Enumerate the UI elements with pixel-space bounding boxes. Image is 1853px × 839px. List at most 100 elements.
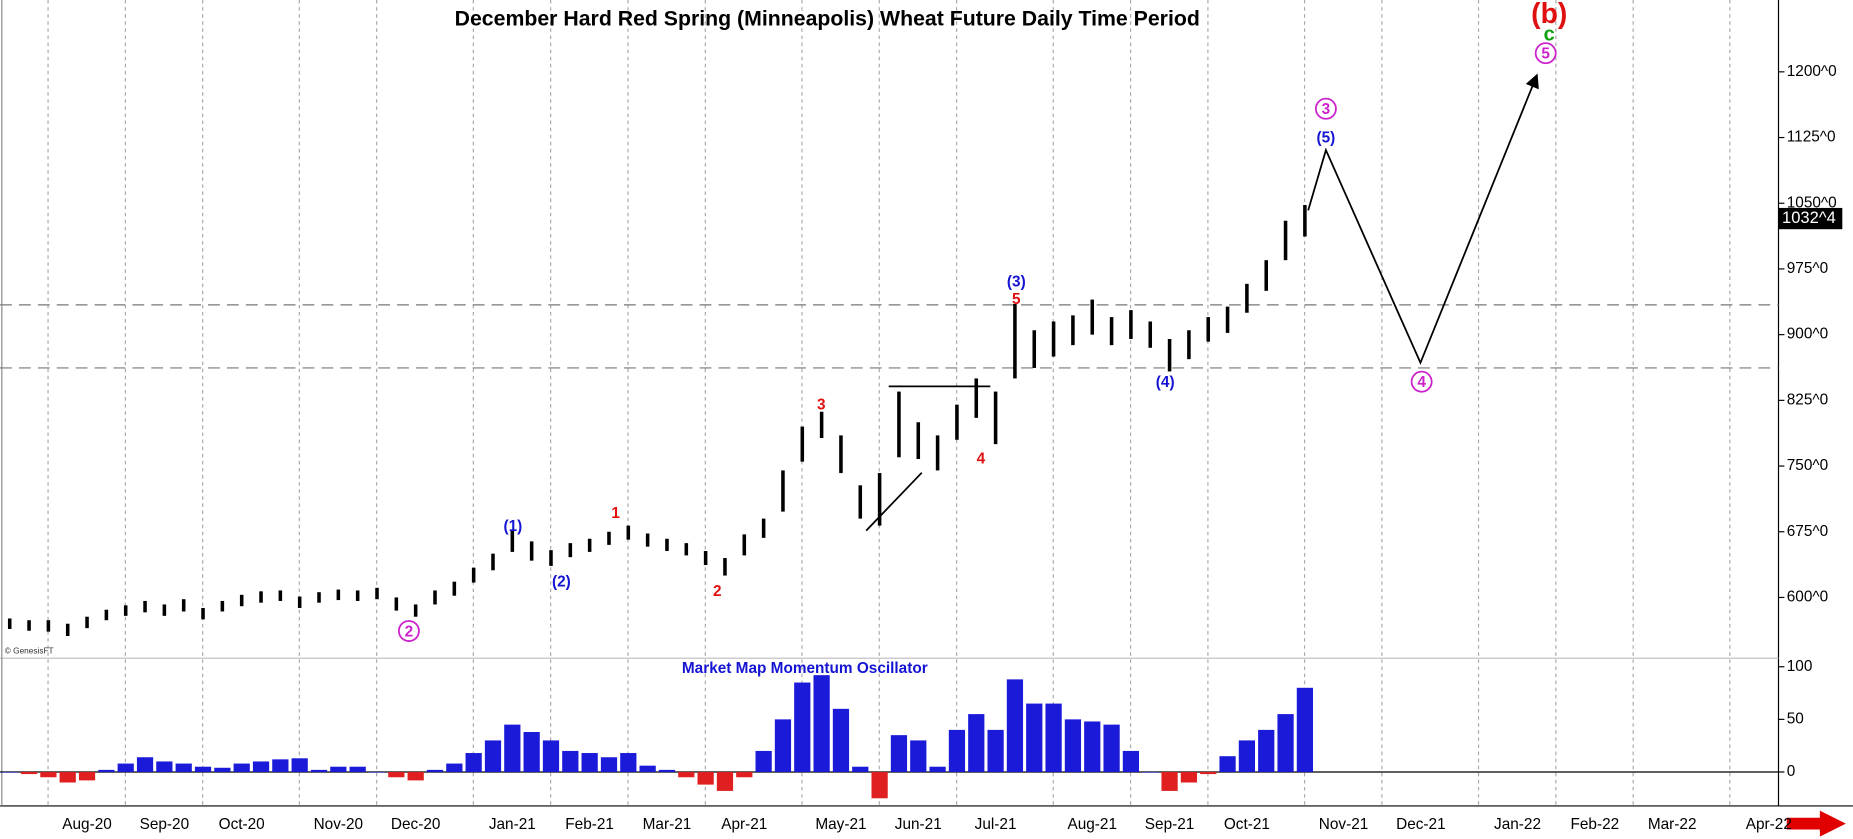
wave-circle [1314, 97, 1337, 120]
oscillator-bar [310, 769, 328, 772]
price-bar [1264, 260, 1269, 291]
price-bar [1051, 321, 1056, 357]
price-bar [665, 538, 669, 552]
price-bar [1206, 317, 1211, 342]
oscillator-bar [20, 771, 38, 775]
x-tick-label: Aug-20 [62, 816, 112, 833]
price-bar [123, 605, 128, 616]
oscillator-bar [272, 759, 289, 772]
price-bar [27, 620, 31, 631]
price-bar [1109, 317, 1114, 346]
x-tick-label: Jul-21 [975, 816, 1017, 833]
price-bar [413, 604, 418, 617]
price-bar [1071, 315, 1075, 346]
wave-label: (1) [504, 518, 523, 535]
chart-title: December Hard Red Spring (Minneapolis) W… [455, 7, 1200, 31]
oscillator-bar [349, 766, 366, 772]
price-bar [317, 592, 321, 603]
price-bar [819, 411, 824, 439]
price-bar [181, 599, 186, 612]
x-tick-label: Nov-20 [314, 816, 364, 833]
oscillator-bar [252, 761, 270, 772]
y-tick-label: 975^0 [1787, 260, 1828, 277]
price-bar [259, 591, 263, 603]
price-bar [858, 485, 863, 519]
x-tick-label: Oct-20 [219, 816, 265, 833]
oscillator-bar [291, 758, 308, 772]
price-bar [993, 391, 998, 445]
price-bar [162, 604, 167, 616]
price-bar [336, 589, 341, 601]
oscillator-bar [678, 771, 695, 778]
last-price-box [1778, 207, 1843, 230]
oscillator-bar [1103, 724, 1120, 772]
price-bar [1187, 330, 1191, 360]
oscillator-bar [1180, 771, 1198, 783]
x-tick-label: Sep-20 [140, 816, 190, 833]
x-tick-label: Feb-22 [1571, 816, 1620, 833]
price-bar [85, 616, 89, 629]
price-bar [684, 543, 689, 556]
price-bar [723, 558, 727, 576]
oscillator-bar [214, 767, 231, 772]
price-bar [607, 531, 611, 545]
price-bar [974, 378, 979, 418]
price-bar [1283, 220, 1288, 261]
y-tick-label: 50 [1787, 710, 1804, 727]
price-bar [645, 533, 650, 547]
price-bar [839, 435, 843, 474]
oscillator-bar [600, 757, 618, 772]
price-bar [800, 426, 805, 462]
marks [1, 204, 1314, 799]
price-bar [897, 391, 901, 458]
oscillator-bar [194, 766, 212, 772]
x-tick-label: Jun-21 [895, 816, 942, 833]
oscillator-bar [1296, 687, 1314, 772]
oscillator-title: Market Map Momentum Oscillator [682, 660, 928, 677]
wave-label: (4) [1156, 374, 1175, 391]
oscillator-bar [1277, 714, 1294, 772]
wave-label: c [1544, 24, 1555, 46]
wave-label: 4 [1417, 374, 1426, 391]
price-bar [568, 543, 573, 558]
wave-circle [1534, 42, 1557, 65]
y-tick-label: 750^0 [1787, 457, 1828, 474]
oscillator-bar [175, 763, 192, 772]
credit: © GenesisFT [5, 646, 54, 655]
oscillator-bar [1045, 703, 1062, 772]
y-tick-label: 825^0 [1787, 391, 1828, 408]
wave-label: 5 [1012, 291, 1021, 308]
oscillator-bar [987, 729, 1004, 772]
oscillator-bar [832, 708, 850, 772]
oscillator-bar [910, 740, 927, 772]
price-bar [394, 597, 399, 611]
x-tick-label: Dec-21 [1396, 816, 1446, 833]
x-tick-label: Jan-22 [1494, 816, 1541, 833]
wave-label: 5 [1541, 45, 1550, 62]
price-bar [491, 553, 495, 571]
wave-label: (b) [1531, 0, 1567, 30]
price-bar [877, 473, 882, 526]
price-bar [761, 518, 766, 538]
y-tick-label: 1200^0 [1787, 63, 1837, 80]
trend-line [865, 472, 923, 532]
wave-label: 1 [611, 505, 620, 522]
oscillator-bar [1006, 679, 1024, 772]
wave-label: (3) [1007, 273, 1026, 290]
oscillator-bar [697, 771, 714, 785]
oscillator-bar [542, 740, 560, 772]
price-bar [935, 435, 940, 471]
price-bar [1032, 330, 1037, 368]
y-tick-label: 900^0 [1787, 326, 1828, 343]
oscillator-bar [330, 766, 347, 772]
wave-label: 3 [1322, 101, 1331, 118]
oscillator-bar [1142, 771, 1159, 773]
price-bar [1303, 204, 1307, 237]
oscillator-bar [1084, 721, 1101, 772]
x-tick-label: Dec-20 [391, 816, 441, 833]
oscillator-bar [233, 763, 250, 772]
price-bar [549, 550, 553, 566]
price-bar [916, 422, 921, 460]
price-bar [471, 567, 476, 583]
